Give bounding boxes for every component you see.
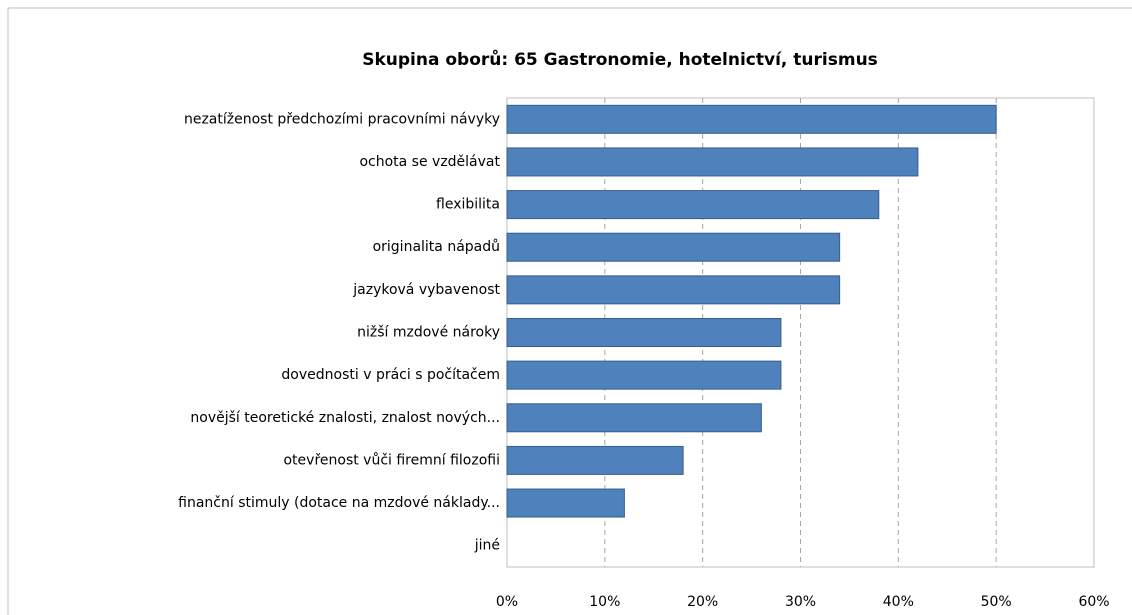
bar — [506, 488, 625, 518]
y-tick-label: nezatíženost předchozími pracovními návy… — [184, 111, 500, 127]
x-tick-label: 30% — [785, 594, 816, 610]
bar — [506, 232, 841, 262]
y-tick-label: originalita nápadů — [373, 239, 500, 255]
y-tick-label: dovednosti v práci s počítačem — [281, 367, 500, 383]
x-tick-label: 0% — [496, 594, 518, 610]
x-tick-label: 40% — [883, 594, 914, 610]
x-tick-label: 20% — [687, 594, 718, 610]
y-tick-label: otevřenost vůči firemní filozofii — [283, 452, 500, 468]
bar — [506, 190, 880, 220]
chart-title: Skupina oborů: 65 Gastronomie, hotelnict… — [362, 48, 878, 70]
x-tick-label: 60% — [1078, 594, 1109, 610]
bar — [506, 104, 997, 134]
y-tick-label: novější teoretické znalosti, znalost nov… — [190, 410, 500, 426]
y-tick-label: flexibilita — [436, 197, 500, 213]
x-tick-label: 50% — [981, 594, 1012, 610]
bar — [506, 403, 762, 433]
y-tick-label: ochota se vzdělávat — [359, 154, 500, 170]
bar — [506, 360, 782, 390]
y-tick-label: jiné — [474, 538, 500, 554]
y-tick-label: finanční stimuly (dotace na mzdové nákla… — [178, 495, 500, 511]
bar — [506, 275, 841, 305]
y-tick-label: jazyková vybavenost — [352, 282, 500, 298]
y-tick-label: nižší mzdové nároky — [357, 325, 500, 341]
bar — [506, 147, 919, 177]
x-tick-label: 10% — [589, 594, 620, 610]
bar — [506, 445, 684, 475]
bar — [506, 318, 782, 347]
